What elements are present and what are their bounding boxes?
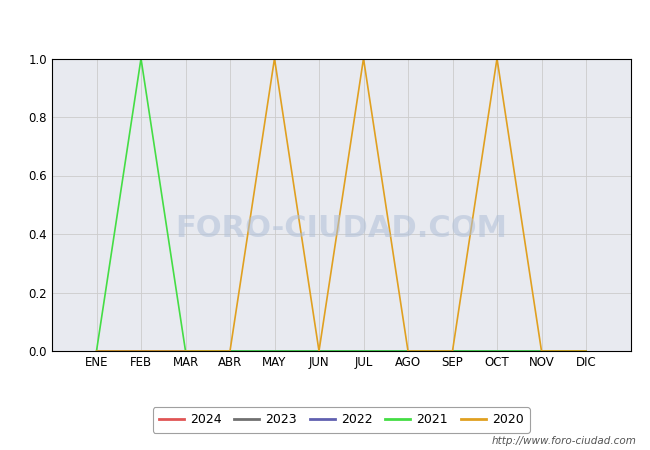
Text: http://www.foro-ciudad.com: http://www.foro-ciudad.com xyxy=(492,436,637,446)
Text: FORO-CIUDAD.COM: FORO-CIUDAD.COM xyxy=(176,214,507,243)
Text: Matriculaciones de Vehiculos en Cendejas de Enmedio: Matriculaciones de Vehiculos en Cendejas… xyxy=(99,11,551,29)
Legend: 2024, 2023, 2022, 2021, 2020: 2024, 2023, 2022, 2021, 2020 xyxy=(153,407,530,432)
